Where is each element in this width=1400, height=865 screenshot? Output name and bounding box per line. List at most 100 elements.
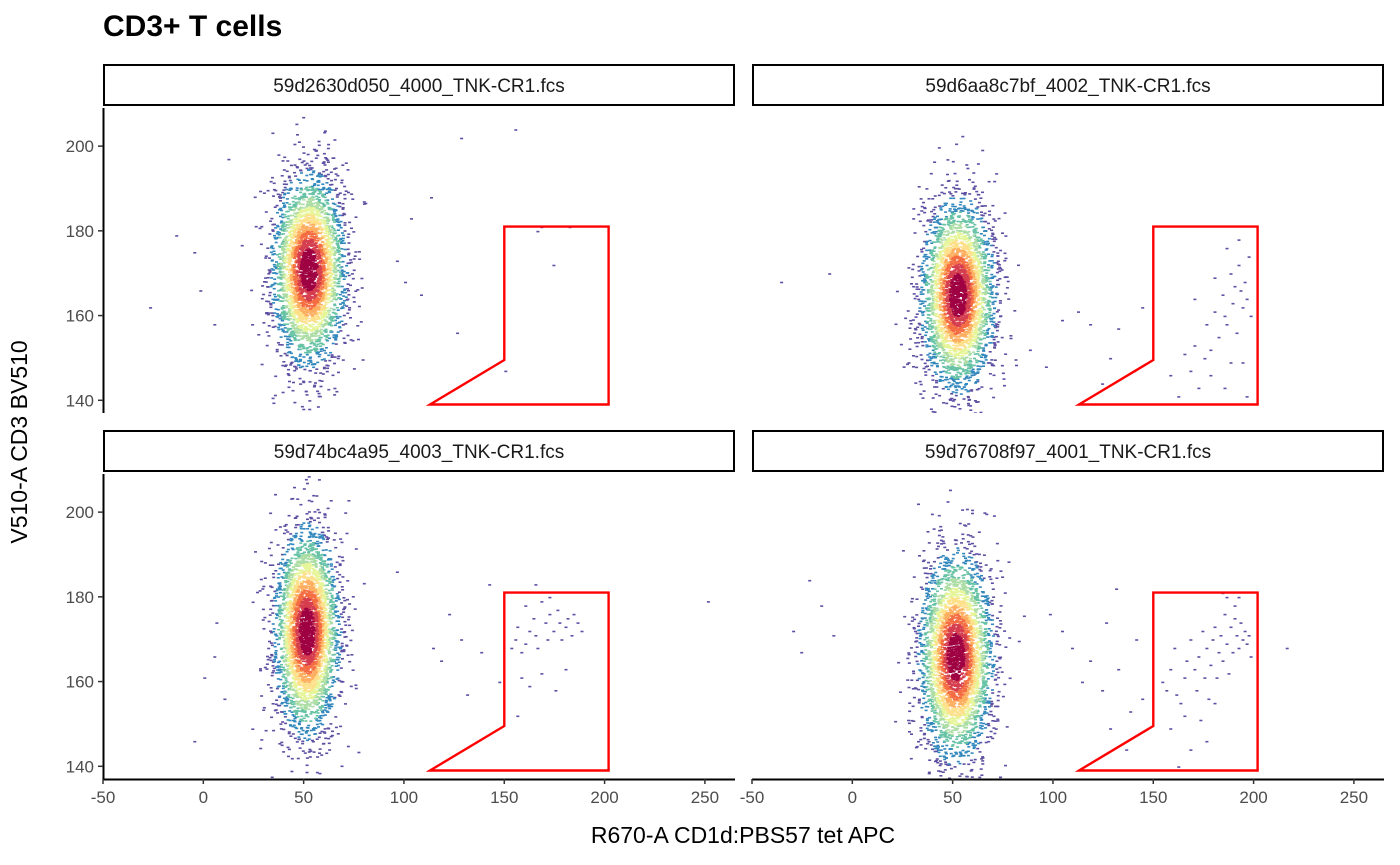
event-point (311, 191, 315, 194)
event-point (975, 341, 979, 344)
event-point (298, 198, 302, 201)
event-point (297, 360, 300, 363)
event-point (307, 169, 310, 171)
event-point (324, 252, 328, 254)
event-point (290, 209, 294, 211)
event-point (281, 300, 285, 302)
event-point (306, 254, 310, 257)
event-point (312, 184, 316, 187)
event-point (959, 381, 963, 384)
event-point (307, 305, 311, 308)
event-point (958, 230, 962, 233)
event-point (968, 193, 972, 195)
event-point (337, 264, 341, 266)
event-point (264, 255, 268, 257)
event-point (319, 300, 323, 303)
event-point (301, 309, 305, 311)
event-point (332, 334, 336, 336)
event-point (334, 313, 338, 315)
event-point (935, 333, 939, 336)
event-point (297, 328, 301, 330)
event-point (987, 222, 990, 225)
event-point (328, 271, 332, 274)
event-point (964, 377, 968, 379)
event-point (299, 246, 302, 248)
event-point (311, 305, 315, 308)
event-point (278, 236, 282, 239)
event-point (312, 244, 316, 246)
event-point (962, 205, 966, 207)
event-point (315, 234, 319, 236)
event-point (320, 228, 324, 230)
event-point (307, 241, 311, 243)
event-point (326, 188, 329, 191)
event-point (951, 368, 954, 370)
event-point (931, 344, 935, 347)
event-point (309, 239, 313, 241)
event-point (305, 232, 309, 234)
event-point (339, 303, 342, 305)
event-point (321, 193, 325, 196)
event-point (311, 315, 314, 317)
event-point (952, 235, 956, 238)
event-point (314, 150, 318, 152)
event-point (354, 216, 358, 218)
event-point (964, 360, 968, 362)
event-point (936, 265, 940, 267)
event-point (1005, 287, 1009, 289)
event-point (291, 267, 295, 270)
event-point (299, 287, 302, 289)
event-point (324, 262, 328, 264)
event-point (971, 364, 975, 367)
event-point (301, 301, 305, 304)
event-point (982, 288, 986, 290)
event-point (946, 365, 950, 368)
event-point (947, 243, 951, 245)
event-point (932, 346, 936, 348)
event-point (934, 230, 938, 233)
event-point (966, 377, 970, 379)
event-point (292, 266, 296, 269)
event-point (338, 315, 342, 318)
event-point (956, 229, 960, 232)
event-point (951, 383, 955, 385)
event-point (320, 206, 324, 208)
event-point (322, 313, 326, 316)
event-point (286, 249, 290, 252)
event-point (325, 339, 329, 342)
event-point (940, 334, 944, 337)
event-point (960, 388, 964, 390)
event-point (321, 343, 325, 346)
event-point (291, 321, 295, 324)
event-point (954, 386, 958, 389)
event-point (328, 284, 332, 286)
event-point (305, 167, 309, 170)
event-point (932, 254, 936, 257)
event-point (304, 303, 308, 305)
event-point (935, 345, 939, 347)
event-point (342, 234, 345, 237)
event-point (962, 220, 966, 223)
event-point (264, 281, 268, 283)
event-point (314, 349, 318, 352)
event-point (302, 381, 306, 384)
event-point (914, 342, 918, 344)
event-point (323, 174, 327, 177)
event-point (330, 263, 334, 266)
event-point (340, 285, 344, 288)
event-point (292, 205, 296, 207)
event-point (274, 189, 278, 192)
event-point (948, 221, 952, 224)
event-point (306, 279, 310, 282)
event-point (275, 272, 279, 275)
event-point (320, 323, 324, 326)
event-point (296, 287, 300, 289)
event-point (326, 161, 330, 163)
event-point (934, 339, 938, 342)
event-point (323, 164, 327, 166)
event-point (322, 236, 326, 239)
event-point (287, 319, 291, 321)
event-point (293, 230, 297, 232)
event-point (280, 262, 284, 265)
event-point (973, 344, 977, 347)
